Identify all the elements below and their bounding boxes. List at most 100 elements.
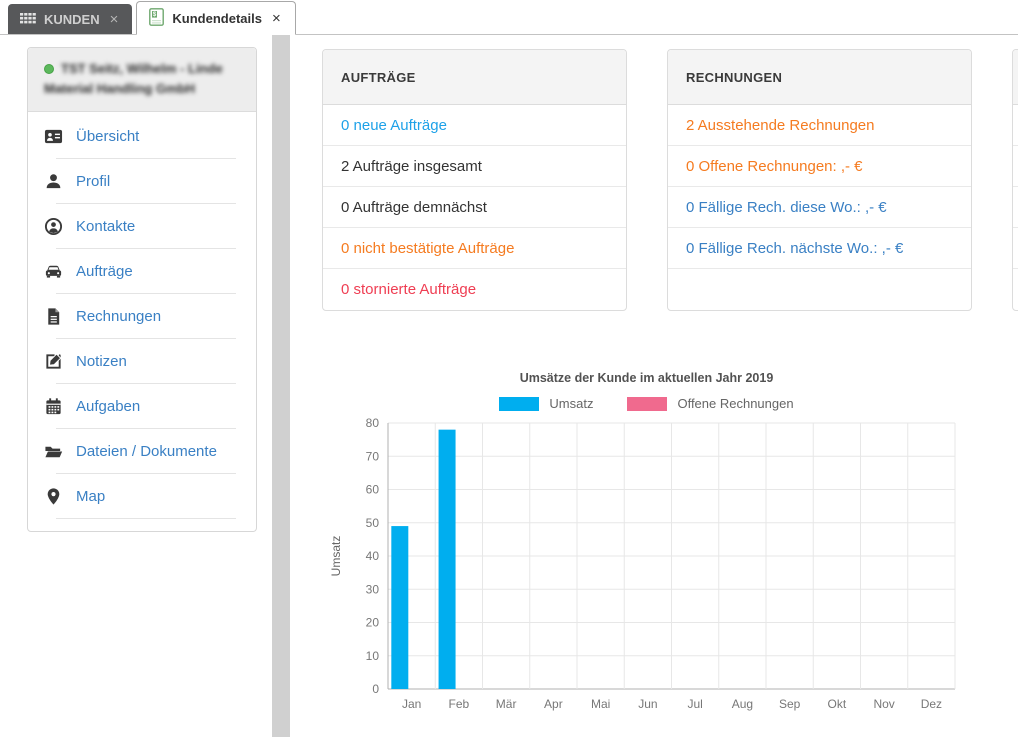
svg-text:20: 20 — [366, 616, 380, 630]
stat-row-faellige-naechste-woche[interactable]: 0 Fällige Rech. nächste Wo.: ,- € — [668, 228, 971, 269]
umsatz-chart-svg: 0 10 20 30 40 50 60 70 80 Jan Feb Mär Apr Mai Jun Jul Au… — [329, 416, 956, 711]
sidebar-item-label: Notizen — [76, 352, 127, 370]
chart-title: Umsätze der Kunde im aktuellen Jahr 2019 — [519, 371, 774, 385]
rechnungen-card: RECHNUNGEN 2 Ausstehende Rechnungen 0 Of… — [667, 49, 972, 311]
car-icon — [45, 265, 62, 278]
stat-row — [1013, 228, 1018, 269]
svg-text:10: 10 — [366, 649, 380, 663]
svg-text:Sep: Sep — [779, 697, 801, 711]
divider — [56, 518, 236, 520]
svg-text:Mai: Mai — [591, 697, 610, 711]
divider — [56, 338, 236, 340]
sidebar-item-notizen[interactable]: Notizen — [28, 339, 256, 383]
stat-text: 2 Ausstehende Rechnungen — [686, 116, 875, 134]
edit-icon — [46, 353, 62, 369]
rechnungen-card-title: RECHNUNGEN — [668, 50, 971, 105]
sidebar-item-aufgaben[interactable]: Aufgaben — [28, 384, 256, 428]
sidebar-item-label: Aufgaben — [76, 397, 141, 415]
sidebar-item-label: Dateien / Dokumente — [76, 442, 217, 460]
svg-text:40: 40 — [366, 549, 380, 563]
sidebar-item-label: Map — [76, 487, 106, 505]
legend-label-umsatz[interactable]: Umsatz — [549, 396, 594, 411]
map-marker-icon — [47, 488, 60, 505]
svg-text:Jan: Jan — [402, 697, 421, 711]
sidebar-item-label: Profil — [76, 172, 111, 190]
sidebar-pane: TST Seitz, Wilhelm - Linde Material Hand… — [0, 35, 272, 737]
stat-row — [1013, 187, 1018, 228]
pane-splitter[interactable] — [272, 35, 290, 737]
stat-row-neue-auftraege[interactable]: 0 neue Aufträge — [323, 105, 626, 146]
user-circle-icon — [44, 217, 63, 235]
sidebar-item-label: Rechnungen — [76, 307, 162, 325]
svg-text:80: 80 — [366, 416, 380, 430]
stat-text: 2 Aufträge insgesamt — [341, 157, 482, 175]
auftraege-card: AUFTRÄGE 0 neue Aufträge 2 Aufträge insg… — [322, 49, 627, 311]
stat-row-faellige-diese-woche[interactable]: 0 Fällige Rech. diese Wo.: ,- € — [668, 187, 971, 228]
table-grid-icon — [20, 12, 36, 26]
sidebar-item-dateien[interactable]: Dateien / Dokumente — [28, 429, 256, 473]
sidebar-item-profil[interactable]: Profil — [28, 159, 256, 203]
legend-label-offene-rechnungen[interactable]: Offene Rechnungen — [677, 396, 794, 411]
svg-text:Aug: Aug — [732, 697, 753, 711]
svg-text:70: 70 — [366, 449, 380, 463]
partial-card-title — [1013, 50, 1018, 105]
stat-row-nicht-bestaetigte[interactable]: 0 nicht bestätigte Aufträge — [323, 228, 626, 269]
svg-text:60: 60 — [366, 483, 380, 497]
tab-kunden[interactable]: KUNDEN × — [8, 4, 133, 34]
stat-text: 0 Aufträge demnächst — [341, 198, 487, 216]
stat-text: 0 stornierte Aufträge — [341, 281, 477, 298]
divider — [56, 383, 236, 385]
stat-row — [1013, 269, 1018, 310]
auftraege-card-title: AUFTRÄGE — [323, 50, 626, 105]
stat-text: 0 Offene Rechnungen: ,- € — [686, 157, 863, 175]
customer-header: TST Seitz, Wilhelm - Linde Material Hand… — [28, 48, 256, 113]
sidebar-item-uebersicht[interactable]: Übersicht — [28, 114, 256, 158]
invoice-file-icon: $ — [149, 7, 165, 29]
user-icon — [46, 174, 61, 188]
stat-row-empty — [668, 269, 971, 310]
sidebar-item-label: Aufträge — [76, 262, 133, 280]
tab-kunden-close-icon[interactable]: × — [109, 10, 119, 28]
divider — [56, 248, 236, 250]
tab-kundendetails[interactable]: $ Kundendetails × — [136, 1, 296, 35]
svg-text:Dez: Dez — [921, 697, 942, 711]
svg-text:Mär: Mär — [496, 697, 517, 711]
tab-kunden-label: KUNDEN — [44, 11, 100, 27]
svg-text:Okt: Okt — [828, 697, 847, 711]
sidebar-menu: Übersicht Profil — [28, 112, 256, 531]
divider — [56, 293, 236, 295]
stat-row-auftraege-demnaechst[interactable]: 0 Aufträge demnächst — [323, 187, 626, 228]
sidebar-item-rechnungen[interactable]: Rechnungen — [28, 294, 256, 338]
svg-text:Nov: Nov — [873, 697, 894, 711]
svg-text:Feb: Feb — [449, 697, 470, 711]
stat-row-offene[interactable]: 0 Offene Rechnungen: ,- € — [668, 146, 971, 187]
divider — [56, 158, 236, 160]
customer-name: TST Seitz, Wilhelm - Linde Material Hand… — [44, 61, 223, 97]
stat-row — [1013, 105, 1018, 146]
stat-row-stornierte[interactable]: 0 stornierte Aufträge — [323, 269, 626, 310]
calendar-icon — [46, 398, 61, 414]
stat-text: 0 Fällige Rech. diese Wo.: ,- € — [686, 198, 887, 216]
sidebar-item-auftraege[interactable]: Aufträge — [28, 249, 256, 293]
legend-swatch-umsatz[interactable] — [499, 396, 540, 411]
tab-kundendetails-close-icon[interactable]: × — [271, 9, 281, 27]
sidebar-item-label: Übersicht — [76, 127, 140, 145]
sidebar-item-label: Kontakte — [76, 217, 136, 235]
address-card-icon — [44, 129, 63, 143]
sidebar-item-map[interactable]: Map — [28, 474, 256, 518]
partial-card — [1012, 49, 1018, 311]
svg-text:0: 0 — [372, 682, 379, 696]
divider — [56, 203, 236, 205]
svg-text:30: 30 — [366, 582, 380, 596]
divider — [56, 428, 236, 430]
customer-sidebar-card: TST Seitz, Wilhelm - Linde Material Hand… — [27, 47, 257, 533]
legend-swatch-offene-rechnungen[interactable] — [627, 396, 668, 411]
svg-text:50: 50 — [366, 516, 380, 530]
stat-row-ausstehende[interactable]: 2 Ausstehende Rechnungen — [668, 105, 971, 146]
svg-text:Jun: Jun — [638, 697, 657, 711]
stat-row-auftraege-insgesamt[interactable]: 2 Aufträge insgesamt — [323, 146, 626, 187]
customer-status-dot — [44, 64, 54, 74]
svg-text:Jul: Jul — [687, 697, 702, 711]
sidebar-item-kontakte[interactable]: Kontakte — [28, 204, 256, 248]
stat-row — [1013, 146, 1018, 187]
